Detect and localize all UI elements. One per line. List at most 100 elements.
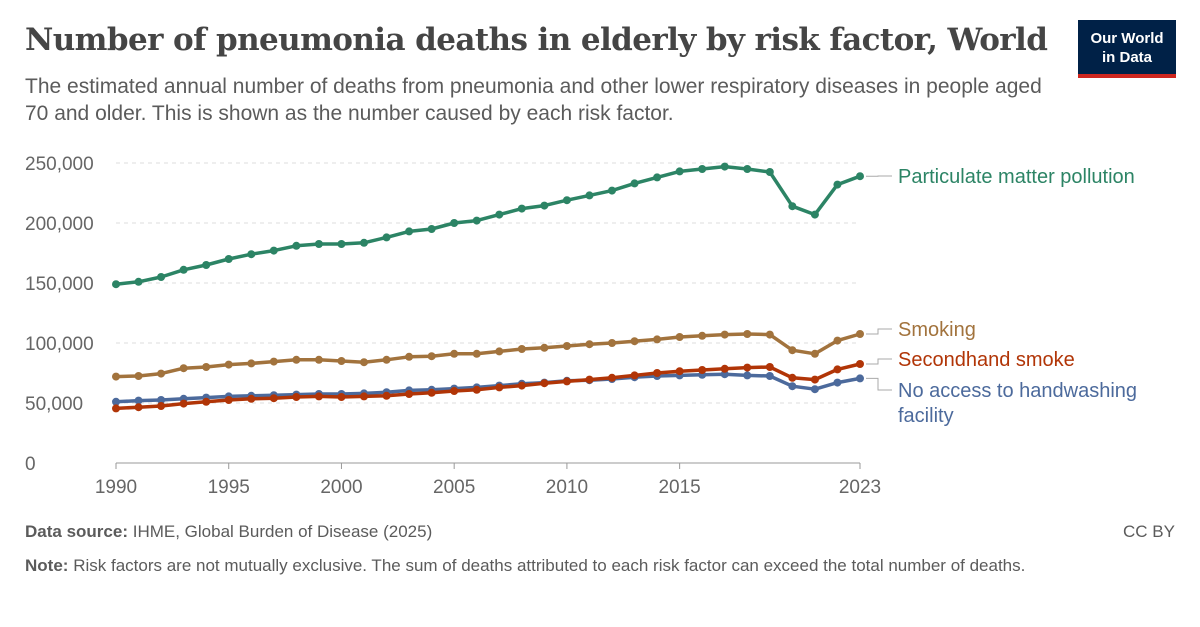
data-point [292, 355, 301, 364]
data-point [585, 340, 594, 349]
data-point [540, 343, 549, 352]
series-label-particulate-matter-pollution: Particulate matter pollution [898, 166, 1135, 188]
y-tick-label: 250,000 [25, 154, 94, 175]
data-point [337, 357, 346, 365]
data-point [134, 372, 143, 380]
owid-logo[interactable]: Our World in Data [1078, 20, 1176, 78]
data-point [833, 365, 842, 374]
data-point [472, 349, 481, 358]
source-label: Data source: [25, 522, 128, 541]
data-point [292, 393, 301, 401]
data-point [382, 233, 391, 242]
data-point [540, 379, 549, 388]
data-point [202, 397, 211, 406]
data-point [833, 180, 842, 189]
data-point [382, 391, 391, 400]
data-point [856, 330, 864, 338]
data-point [653, 369, 662, 377]
data-point [608, 339, 616, 347]
data-point [630, 179, 639, 188]
data-point [134, 277, 143, 286]
data-point [810, 375, 819, 384]
y-tick-label: 50,000 [25, 394, 83, 415]
chart-title: Number of pneumonia deaths in elderly by… [25, 22, 1048, 58]
grid-lines [116, 162, 860, 404]
data-point [653, 335, 662, 344]
data-point [698, 331, 707, 340]
data-point [788, 382, 797, 391]
data-point [743, 363, 752, 372]
data-point [675, 367, 684, 376]
data-point [720, 162, 729, 171]
data-point [472, 385, 481, 394]
chart-subtitle: The estimated annual number of deaths fr… [25, 75, 1042, 125]
data-point [450, 219, 459, 227]
data-point [608, 186, 616, 195]
data-point [675, 333, 684, 341]
series-label-line: facility [898, 405, 954, 427]
data-point [382, 355, 391, 364]
data-point [698, 366, 707, 374]
data-point [157, 402, 166, 410]
data-point [202, 363, 211, 371]
data-point [765, 372, 774, 380]
data-point [314, 240, 323, 248]
data-point [427, 225, 436, 233]
data-point [788, 346, 797, 355]
license-link[interactable]: CC BY [1123, 522, 1175, 541]
axes: 0 50,000 100,000 150,000 200,000 250,000 1990 1… [25, 154, 881, 498]
x-tick-label: 2010 [546, 477, 588, 498]
data-point [698, 165, 707, 173]
series-line-smoking [114, 332, 862, 379]
data-point [112, 280, 120, 289]
data-point [360, 358, 368, 367]
data-point [810, 385, 819, 394]
data-point [179, 399, 188, 408]
data-point [112, 372, 120, 381]
data-point [833, 336, 842, 345]
data-point [856, 172, 864, 181]
data-point [788, 373, 797, 382]
data-point [630, 337, 639, 346]
data-point [743, 330, 752, 338]
note-text: Risk factors are not mutually exclusive.… [73, 556, 1026, 575]
data-point [157, 273, 166, 281]
data-point [788, 202, 797, 211]
data-point [112, 404, 120, 413]
data-point [427, 352, 436, 361]
data-point [224, 255, 233, 263]
data-point [157, 396, 166, 404]
x-tick-label: 2023 [839, 477, 881, 498]
data-point [269, 246, 278, 255]
data-point [495, 210, 504, 219]
y-tick-label: 150,000 [25, 274, 94, 295]
data-point [292, 241, 301, 250]
data-point [833, 378, 842, 387]
data-source: Data source: IHME, Global Burden of Dise… [25, 522, 432, 542]
data-point [112, 397, 120, 406]
data-point [810, 349, 819, 358]
series-label-smoking: Smoking [898, 319, 976, 341]
note-label: Note: [25, 556, 69, 575]
data-point [202, 261, 211, 269]
data-point [247, 394, 256, 403]
data-point [224, 396, 233, 404]
series-secondhand-smoke [112, 360, 864, 413]
series-label-no-access-to-handwashing-facility: No access to handwashing facility [898, 380, 1137, 427]
label-leader-no-access-to-handwashing-facility [866, 377, 892, 391]
data-point [224, 360, 233, 369]
data-point [337, 393, 346, 401]
data-point [157, 369, 166, 378]
series-line-no-access-to-handwashing-facility [114, 372, 862, 404]
data-point [765, 363, 774, 371]
data-point [743, 371, 752, 380]
data-point [517, 345, 526, 353]
data-point [495, 383, 504, 392]
data-point [562, 342, 571, 350]
data-point [247, 250, 256, 259]
data-point [856, 374, 864, 383]
data-point [179, 265, 188, 274]
series-particulate-matter-pollution [112, 162, 864, 289]
data-point [517, 204, 526, 213]
x-tick-label: 2005 [433, 477, 475, 498]
